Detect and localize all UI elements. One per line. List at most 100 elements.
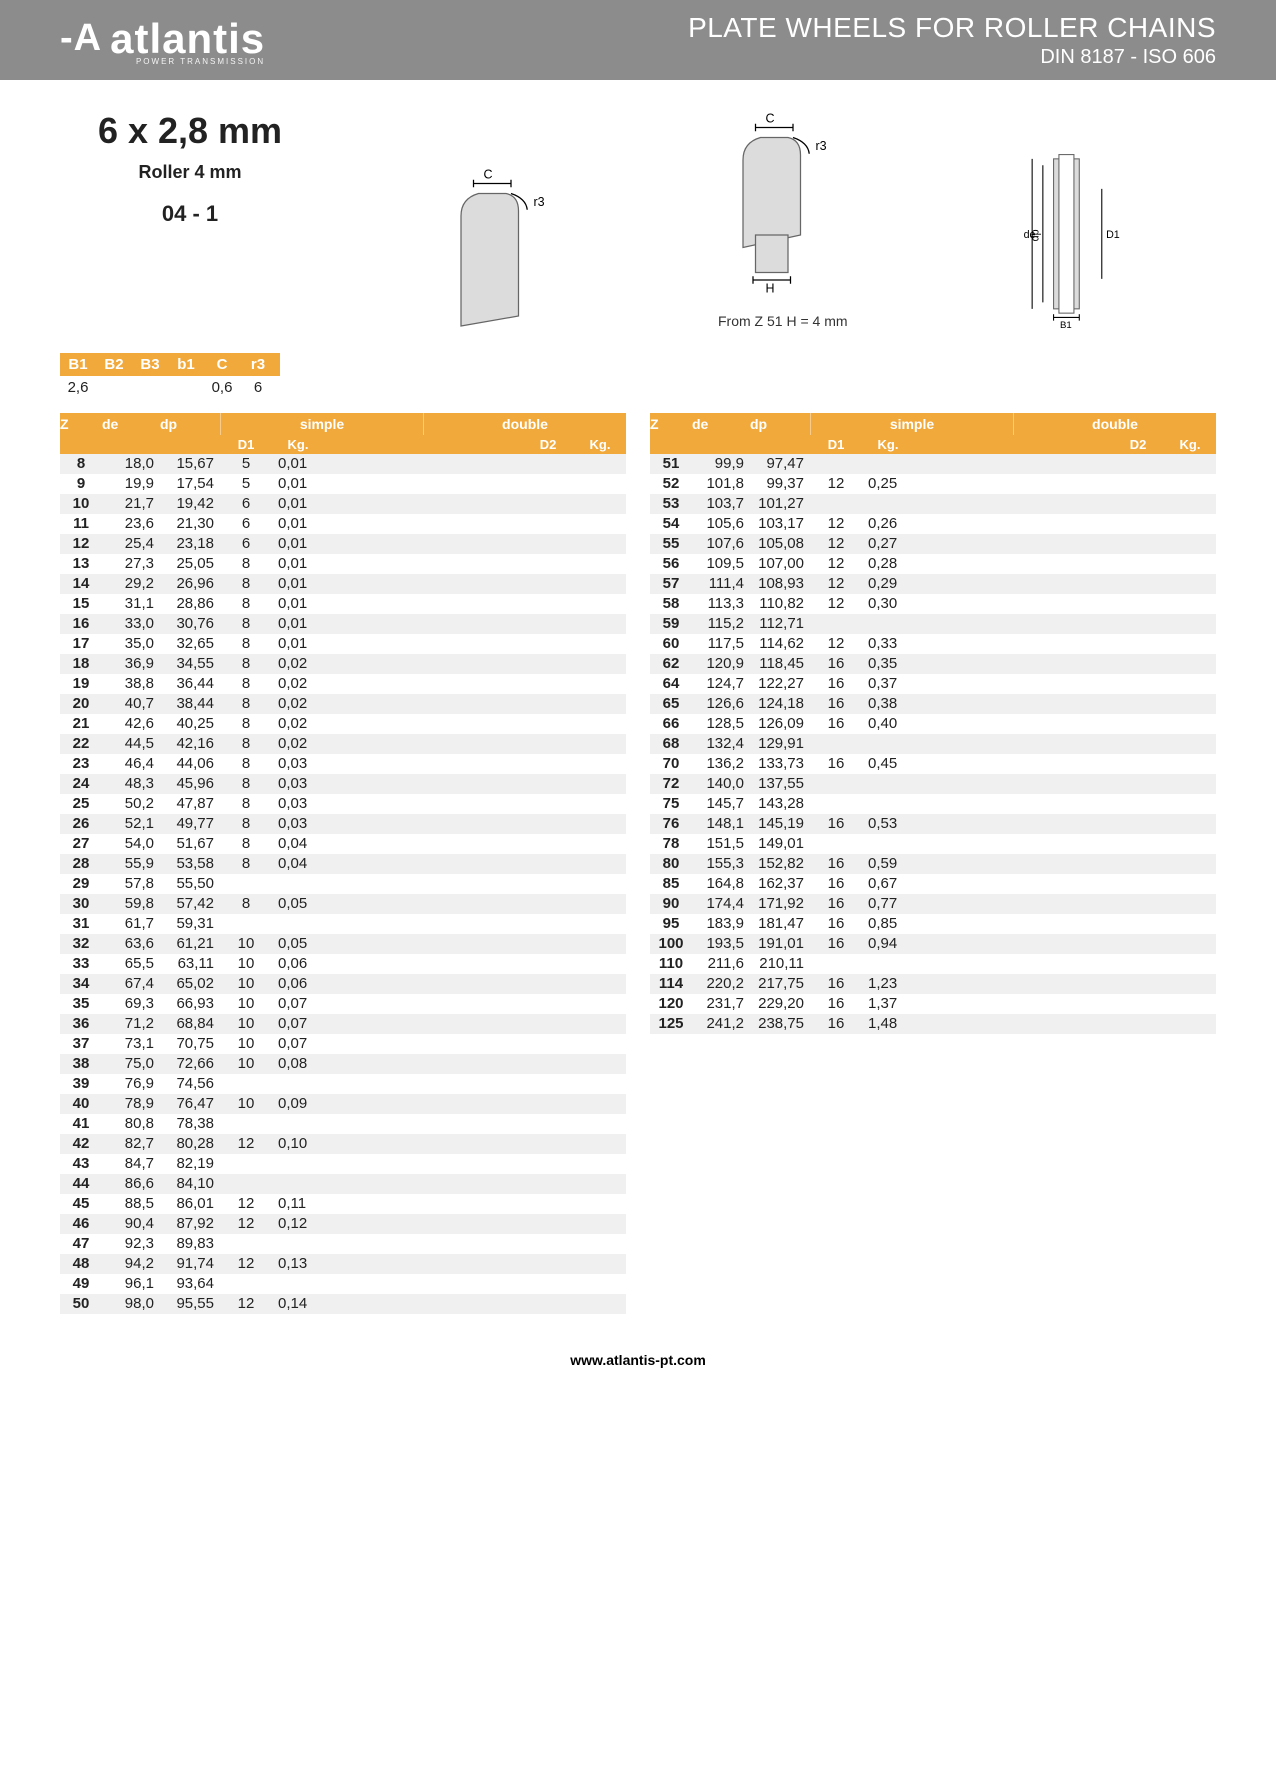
table-row: 85164,8162,37160,67 bbox=[650, 874, 1216, 894]
table-row: 3773,170,75100,07 bbox=[60, 1034, 626, 1054]
table-row: 59115,2112,71 bbox=[650, 614, 1216, 634]
product-size: 6 x 2,8 mm bbox=[60, 110, 320, 152]
table-row: 3263,661,21100,05 bbox=[60, 934, 626, 954]
spec-v: 0,6 bbox=[204, 376, 240, 399]
table-row: 4894,291,74120,13 bbox=[60, 1254, 626, 1274]
diagram-front: de dp D1 B1 bbox=[1000, 146, 1150, 328]
spec-value-row: 2,60,66 bbox=[60, 376, 280, 399]
svg-text:r3: r3 bbox=[816, 139, 827, 153]
table-row: 90174,4171,92160,77 bbox=[650, 894, 1216, 914]
th-z-r: Z bbox=[650, 416, 692, 432]
th-d2: D2 bbox=[522, 435, 574, 454]
table-row: 5098,095,55120,14 bbox=[60, 1294, 626, 1314]
th-de: de bbox=[102, 416, 160, 432]
table-row: 4690,487,92120,12 bbox=[60, 1214, 626, 1234]
page-subtitle: DIN 8187 - ISO 606 bbox=[688, 46, 1216, 69]
table-row: 3976,974,56 bbox=[60, 1074, 626, 1094]
table-row: 57111,4108,93120,29 bbox=[650, 574, 1216, 594]
spec-h: b1 bbox=[168, 353, 204, 376]
spec-h: B3 bbox=[132, 353, 168, 376]
table-row: 1021,719,4260,01 bbox=[60, 494, 626, 514]
table-row: 5199,997,47 bbox=[650, 454, 1216, 474]
table-row: 75145,7143,28 bbox=[650, 794, 1216, 814]
footer-url: www.atlantis-pt.com bbox=[0, 1334, 1276, 1408]
header-bar: -Aatlantis POWER TRANSMISSION PLATE WHEE… bbox=[0, 0, 1276, 80]
table-row: 3365,563,11100,06 bbox=[60, 954, 626, 974]
th-d1: D1 bbox=[220, 435, 272, 454]
table-row: 2754,051,6780,04 bbox=[60, 834, 626, 854]
svg-text:r3: r3 bbox=[534, 195, 545, 209]
table-row: 58113,3110,82120,30 bbox=[650, 594, 1216, 614]
th-kg2: Kg. bbox=[574, 435, 626, 454]
table-row: 2040,738,4480,02 bbox=[60, 694, 626, 714]
spec-header-row: B1B2B3b1Cr3 bbox=[60, 353, 280, 376]
table-row: 4078,976,47100,09 bbox=[60, 1094, 626, 1114]
table-row: 68132,4129,91 bbox=[650, 734, 1216, 754]
spec-v bbox=[96, 376, 132, 399]
table-row: 1836,934,5580,02 bbox=[60, 654, 626, 674]
svg-text:H: H bbox=[766, 282, 775, 296]
th-kg2-r: Kg. bbox=[1164, 435, 1216, 454]
th-dp: dp bbox=[160, 416, 220, 432]
th-de-r: de bbox=[692, 416, 750, 432]
table-row: 110211,6210,11 bbox=[650, 954, 1216, 974]
table-row: 72140,0137,55 bbox=[650, 774, 1216, 794]
table-row: 62120,9118,45160,35 bbox=[650, 654, 1216, 674]
th-z: Z bbox=[60, 416, 102, 432]
table-right: Zdedp simple double D1Kg. D2Kg. 5199,997… bbox=[650, 413, 1216, 1314]
table-row: 4282,780,28120,10 bbox=[60, 1134, 626, 1154]
th-dp-r: dp bbox=[750, 416, 810, 432]
table-row: 4486,684,10 bbox=[60, 1174, 626, 1194]
table-row: 52101,899,37120,25 bbox=[650, 474, 1216, 494]
table-row: 3875,072,66100,08 bbox=[60, 1054, 626, 1074]
table-row: 2244,542,1680,02 bbox=[60, 734, 626, 754]
spec-v: 2,6 bbox=[60, 376, 96, 399]
table-row: 4588,586,01120,11 bbox=[60, 1194, 626, 1214]
table-row: 3467,465,02100,06 bbox=[60, 974, 626, 994]
diagram-row: C r3 C r3 H From Z 51 H bbox=[370, 110, 1216, 329]
logo-glyph: -A bbox=[60, 17, 102, 60]
table-row: 80155,3152,82160,59 bbox=[650, 854, 1216, 874]
product-code: 04 - 1 bbox=[60, 201, 320, 227]
spec-h: r3 bbox=[240, 353, 276, 376]
table-row: 3671,268,84100,07 bbox=[60, 1014, 626, 1034]
table-row: 919,917,5450,01 bbox=[60, 474, 626, 494]
spec-h: B1 bbox=[60, 353, 96, 376]
logo-subtext: POWER TRANSMISSION bbox=[60, 57, 265, 66]
table-row: 1735,032,6580,01 bbox=[60, 634, 626, 654]
table-row: 2346,444,0680,03 bbox=[60, 754, 626, 774]
diagram-profile-b: C r3 H bbox=[718, 110, 868, 298]
table-row: 1327,325,0580,01 bbox=[60, 554, 626, 574]
table-row: 818,015,6750,01 bbox=[60, 454, 626, 474]
th-d1-r: D1 bbox=[810, 435, 862, 454]
table-row: 2550,247,8780,03 bbox=[60, 794, 626, 814]
th-d2-r: D2 bbox=[1112, 435, 1164, 454]
table-row: 2855,953,5880,04 bbox=[60, 854, 626, 874]
svg-text:dp: dp bbox=[1030, 230, 1042, 242]
table-row: 55107,6105,08120,27 bbox=[650, 534, 1216, 554]
table-row: 1633,030,7680,01 bbox=[60, 614, 626, 634]
table-row: 1531,128,8680,01 bbox=[60, 594, 626, 614]
table-row: 1429,226,9680,01 bbox=[60, 574, 626, 594]
th-kg-r: Kg. bbox=[862, 435, 914, 454]
table-row: 70136,2133,73160,45 bbox=[650, 754, 1216, 774]
logo-text: atlantis bbox=[110, 15, 265, 63]
svg-text:B1: B1 bbox=[1060, 321, 1072, 329]
table-row: 66128,5126,09160,40 bbox=[650, 714, 1216, 734]
table-row: 4996,193,64 bbox=[60, 1274, 626, 1294]
spec-v bbox=[168, 376, 204, 399]
th-simple: simple bbox=[220, 413, 423, 435]
table-row: 3569,366,93100,07 bbox=[60, 994, 626, 1014]
table-row: 95183,9181,47160,85 bbox=[650, 914, 1216, 934]
page-title: PLATE WHEELS FOR ROLLER CHAINS bbox=[688, 12, 1216, 44]
table-row: 64124,7122,27160,37 bbox=[650, 674, 1216, 694]
table-row: 100193,5191,01160,94 bbox=[650, 934, 1216, 954]
table-row: 4180,878,38 bbox=[60, 1114, 626, 1134]
table-row: 4384,782,19 bbox=[60, 1154, 626, 1174]
logo: -Aatlantis POWER TRANSMISSION bbox=[60, 15, 265, 66]
th-kg: Kg. bbox=[272, 435, 324, 454]
table-row: 65126,6124,18160,38 bbox=[650, 694, 1216, 714]
table-row: 3059,857,4280,05 bbox=[60, 894, 626, 914]
product-roller: Roller 4 mm bbox=[60, 162, 320, 183]
table-row: 125241,2238,75161,48 bbox=[650, 1014, 1216, 1034]
